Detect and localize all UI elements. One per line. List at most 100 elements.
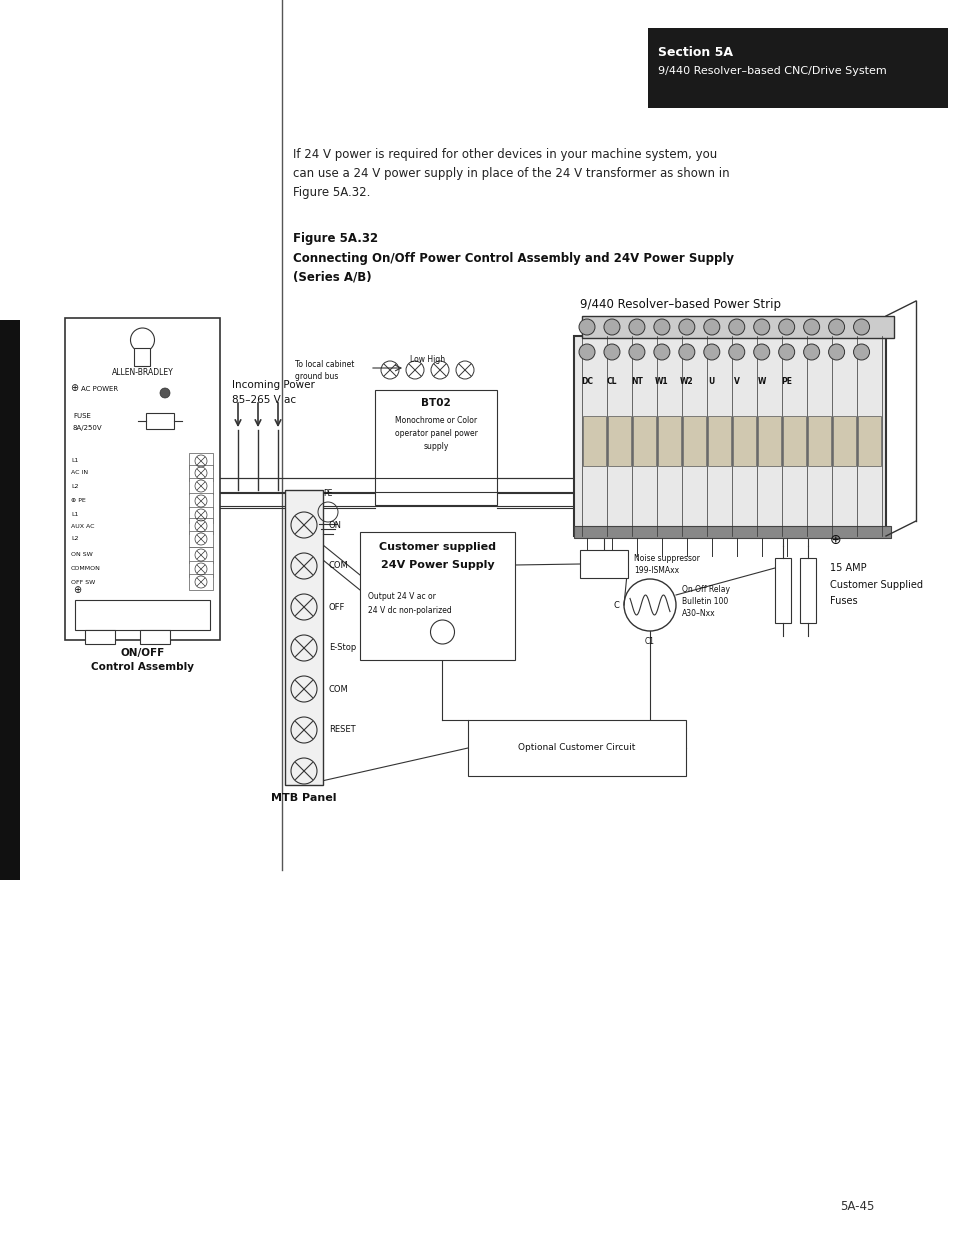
Circle shape bbox=[703, 345, 720, 359]
Text: RESET: RESET bbox=[329, 725, 355, 735]
Text: If 24 V power is required for other devices in your machine system, you: If 24 V power is required for other devi… bbox=[293, 148, 717, 161]
Bar bbox=[375, 390, 497, 505]
Text: ⊕ PE: ⊕ PE bbox=[71, 499, 86, 504]
Circle shape bbox=[628, 345, 644, 359]
Text: W1: W1 bbox=[655, 377, 668, 385]
Circle shape bbox=[802, 345, 819, 359]
Bar bbox=[468, 720, 685, 776]
Bar bbox=[189, 466, 213, 480]
Text: Monochrome or Color: Monochrome or Color bbox=[395, 416, 476, 425]
Bar bbox=[579, 550, 627, 578]
Circle shape bbox=[728, 345, 744, 359]
Text: Bulletin 100: Bulletin 100 bbox=[681, 597, 727, 606]
Text: Customer Supplied: Customer Supplied bbox=[829, 580, 923, 590]
Text: ⊕: ⊕ bbox=[73, 585, 81, 595]
Bar bbox=[189, 531, 213, 547]
Text: C: C bbox=[614, 600, 619, 610]
Text: Control Assembly: Control Assembly bbox=[91, 662, 193, 672]
Text: Fuses: Fuses bbox=[829, 597, 857, 606]
Text: OFF: OFF bbox=[329, 603, 345, 611]
Bar bbox=[189, 453, 213, 469]
Text: L1: L1 bbox=[71, 513, 78, 517]
Text: Incoming Power: Incoming Power bbox=[232, 380, 314, 390]
Text: Figure 5A.32: Figure 5A.32 bbox=[293, 232, 377, 245]
Text: (Series A/B): (Series A/B) bbox=[293, 270, 372, 283]
Text: 8A/250V: 8A/250V bbox=[73, 425, 103, 431]
Text: ALLEN-BRADLEY: ALLEN-BRADLEY bbox=[112, 368, 173, 377]
Text: To local cabinet: To local cabinet bbox=[294, 359, 354, 369]
Text: V: V bbox=[733, 377, 739, 385]
Text: 24V Power Supply: 24V Power Supply bbox=[380, 559, 494, 571]
Text: DC: DC bbox=[580, 377, 593, 385]
Bar bbox=[632, 416, 656, 466]
Text: W: W bbox=[757, 377, 765, 385]
Circle shape bbox=[603, 345, 619, 359]
Circle shape bbox=[753, 345, 769, 359]
Text: ground bus: ground bus bbox=[294, 372, 338, 382]
Text: Figure 5A.32.: Figure 5A.32. bbox=[293, 186, 370, 199]
Bar bbox=[65, 317, 220, 640]
Circle shape bbox=[853, 345, 868, 359]
Circle shape bbox=[578, 345, 595, 359]
Circle shape bbox=[778, 319, 794, 335]
Text: U: U bbox=[708, 377, 714, 385]
Text: Noise suppressor: Noise suppressor bbox=[634, 555, 700, 563]
Bar bbox=[647, 28, 947, 107]
Bar bbox=[189, 508, 213, 522]
Text: A30–Nxx: A30–Nxx bbox=[681, 609, 715, 618]
Circle shape bbox=[703, 319, 720, 335]
Text: 5A-45: 5A-45 bbox=[840, 1200, 874, 1213]
Circle shape bbox=[679, 319, 694, 335]
Bar bbox=[707, 416, 730, 466]
Text: ON: ON bbox=[329, 520, 341, 530]
Text: ⊕: ⊕ bbox=[70, 383, 78, 393]
Text: L2: L2 bbox=[71, 536, 78, 541]
Circle shape bbox=[430, 620, 454, 643]
Text: Output 24 V ac or: Output 24 V ac or bbox=[368, 592, 436, 601]
Bar bbox=[189, 574, 213, 590]
Bar bbox=[582, 416, 605, 466]
Text: FUSE: FUSE bbox=[73, 412, 91, 419]
Text: C1: C1 bbox=[644, 637, 655, 646]
Circle shape bbox=[802, 319, 819, 335]
Text: ON/OFF: ON/OFF bbox=[120, 648, 165, 658]
Text: PE: PE bbox=[323, 489, 333, 498]
Bar bbox=[0, 320, 20, 881]
Bar bbox=[581, 316, 893, 338]
Bar bbox=[85, 630, 115, 643]
Text: CL: CL bbox=[606, 377, 617, 385]
Bar bbox=[574, 336, 885, 536]
Text: Customer supplied: Customer supplied bbox=[378, 542, 496, 552]
Text: 15 AMP: 15 AMP bbox=[829, 563, 865, 573]
Text: Section 5A: Section 5A bbox=[658, 46, 732, 59]
Bar bbox=[781, 416, 804, 466]
Text: NT: NT bbox=[630, 377, 642, 385]
Text: MTB Panel: MTB Panel bbox=[271, 793, 336, 803]
Bar bbox=[134, 348, 151, 366]
Text: can use a 24 V power supply in place of the 24 V transformer as shown in: can use a 24 V power supply in place of … bbox=[293, 167, 729, 180]
Bar bbox=[774, 558, 790, 622]
Text: COM: COM bbox=[329, 562, 349, 571]
Text: E-Stop: E-Stop bbox=[329, 643, 355, 652]
Text: AC POWER: AC POWER bbox=[81, 387, 118, 391]
Bar bbox=[146, 412, 173, 429]
Bar bbox=[807, 416, 830, 466]
Bar bbox=[757, 416, 780, 466]
Text: ⊕: ⊕ bbox=[829, 534, 841, 547]
Bar bbox=[189, 547, 213, 563]
Text: W2: W2 bbox=[679, 377, 693, 385]
Circle shape bbox=[778, 345, 794, 359]
Text: COMMON: COMMON bbox=[71, 567, 101, 572]
Bar bbox=[800, 558, 815, 622]
Text: COM: COM bbox=[329, 684, 349, 694]
Text: 199-ISMAxx: 199-ISMAxx bbox=[634, 566, 679, 576]
Circle shape bbox=[679, 345, 694, 359]
Text: On Off Relay: On Off Relay bbox=[681, 585, 729, 594]
Text: PE: PE bbox=[781, 377, 791, 385]
Text: BT02: BT02 bbox=[420, 398, 451, 408]
Text: L2: L2 bbox=[71, 483, 78, 489]
Circle shape bbox=[753, 319, 769, 335]
Text: Connecting On/Off Power Control Assembly and 24V Power Supply: Connecting On/Off Power Control Assembly… bbox=[293, 252, 733, 266]
Circle shape bbox=[160, 388, 170, 398]
Bar bbox=[832, 416, 855, 466]
